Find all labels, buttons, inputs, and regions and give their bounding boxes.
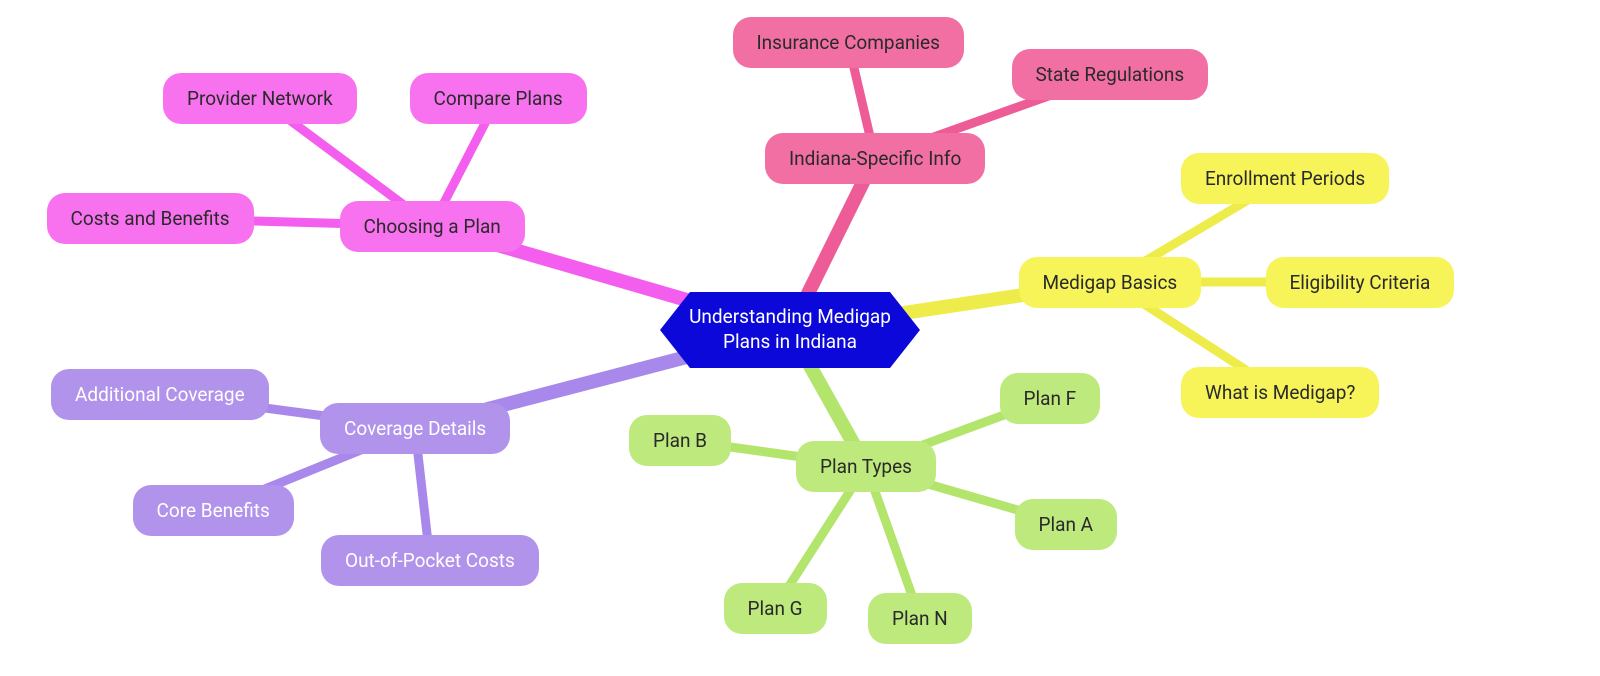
branch-choosing-plan: Choosing a Plan <box>340 201 525 252</box>
branch-coverage-details: Coverage Details <box>320 403 510 454</box>
child-plan-g: Plan G <box>724 583 827 634</box>
branch-indiana-specific: Indiana-Specific Info <box>765 133 985 184</box>
child-insurance-companies: Insurance Companies <box>733 17 964 68</box>
child-out-of-pocket: Out-of-Pocket Costs <box>321 535 539 586</box>
child-additional-coverage: Additional Coverage <box>51 369 269 420</box>
child-costs-benefits: Costs and Benefits <box>47 193 254 244</box>
child-plan-a: Plan A <box>1015 499 1118 550</box>
child-plan-f: Plan F <box>1000 373 1101 424</box>
child-state-regulations: State Regulations <box>1012 49 1209 100</box>
child-compare-plans: Compare Plans <box>410 73 587 124</box>
branch-plan-types: Plan Types <box>796 441 936 492</box>
branch-medigap-basics: Medigap Basics <box>1019 257 1202 308</box>
center-label: Understanding MedigapPlans in Indiana <box>669 305 911 354</box>
child-plan-b: Plan B <box>629 415 731 466</box>
child-eligibility-criteria: Eligibility Criteria <box>1266 257 1455 308</box>
child-plan-n: Plan N <box>868 593 972 644</box>
child-what-is-medigap: What is Medigap? <box>1181 367 1379 418</box>
child-core-benefits: Core Benefits <box>133 485 294 536</box>
child-enrollment-periods: Enrollment Periods <box>1181 153 1389 204</box>
center-node: Understanding MedigapPlans in Indiana <box>660 292 920 368</box>
child-provider-network: Provider Network <box>163 73 357 124</box>
